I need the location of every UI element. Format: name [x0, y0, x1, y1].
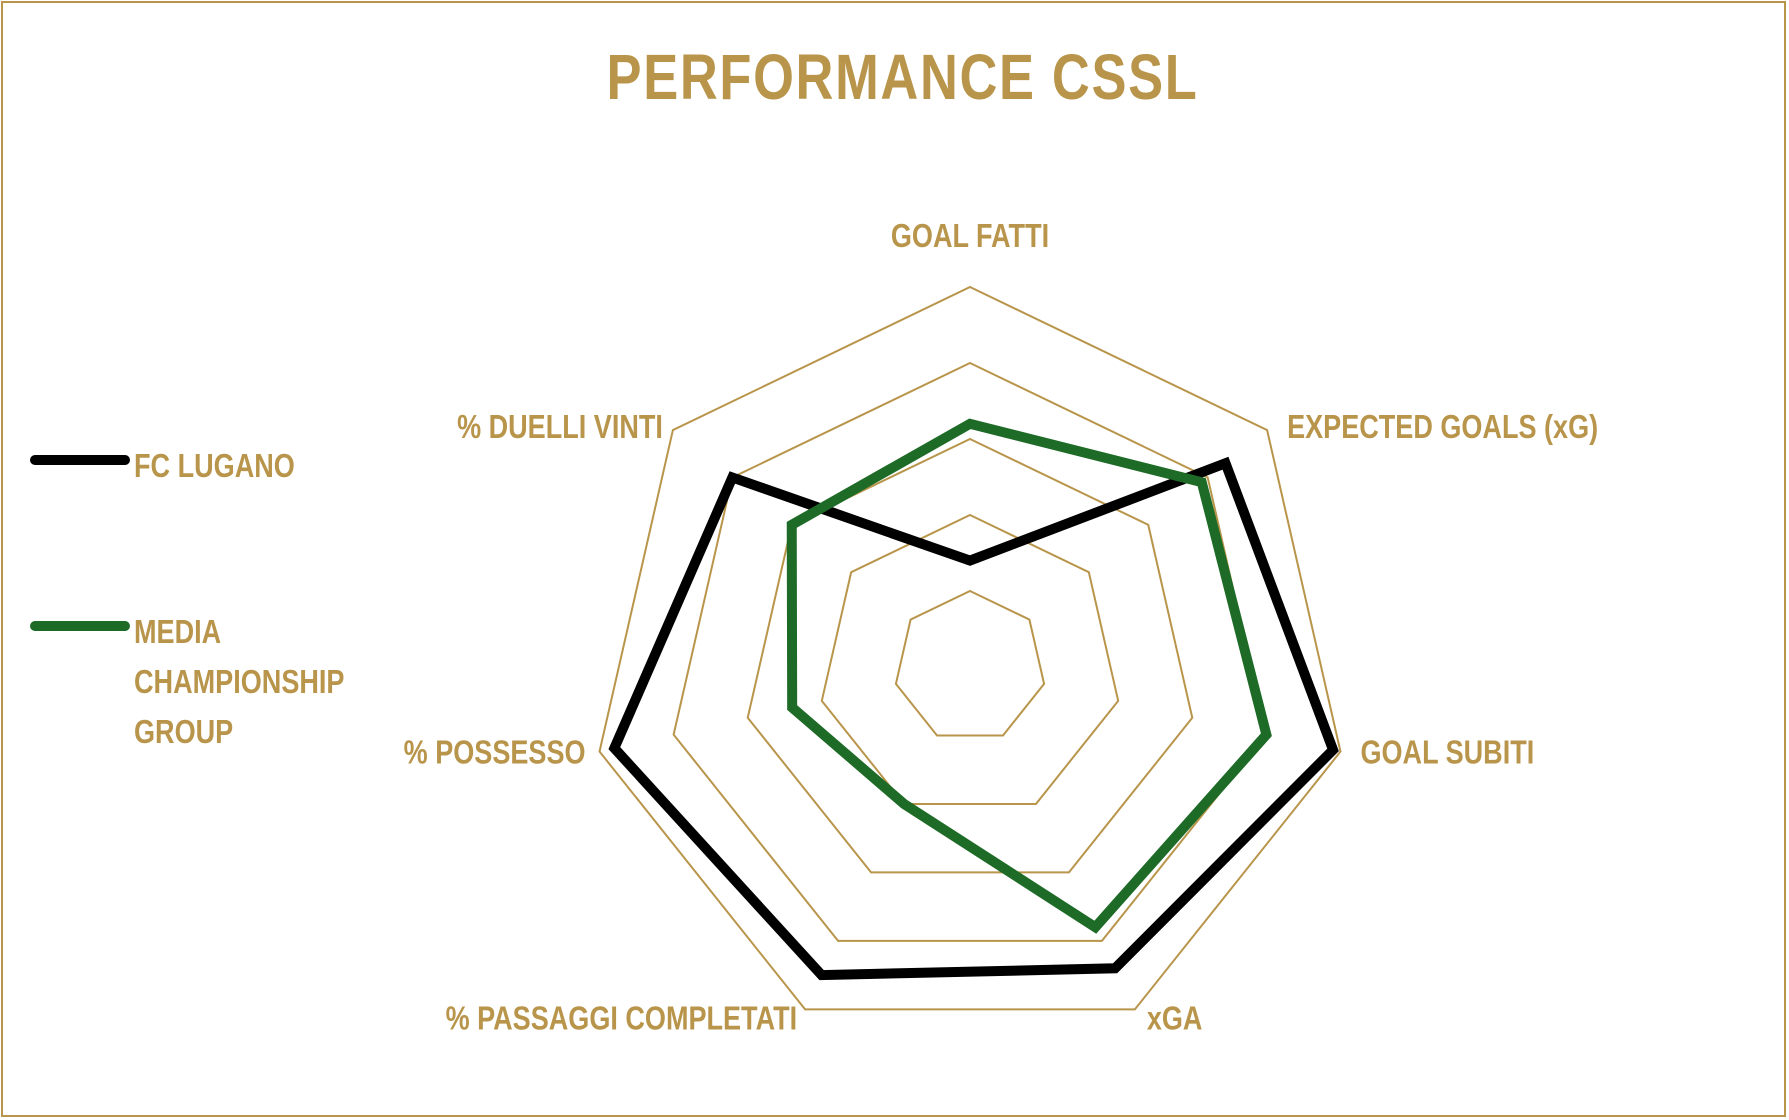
axis-label-2: GOAL SUBITI	[1360, 735, 1534, 771]
axis-label-0: GOAL FATTI	[891, 219, 1049, 255]
axis-labels: GOAL FATTI EXPECTED GOALS (xG) GOAL SUBITI…	[404, 219, 1598, 1037]
series-line-fc-lugano	[608, 456, 1339, 981]
series-line-media-championship-group	[786, 418, 1272, 934]
legend-swatch-fc-lugano	[30, 455, 130, 465]
axis-label-5: % POSSESSO	[404, 735, 586, 771]
grid-ring-4	[672, 361, 1268, 942]
radar-series	[608, 418, 1339, 981]
legend-label-fc-lugano: FC LUGANO	[134, 447, 295, 484]
grid-ring-1	[894, 589, 1046, 737]
legend-swatch-media	[30, 621, 130, 631]
axis-label-3: xGA	[1147, 1001, 1203, 1037]
axis-label-1: EXPECTED GOALS (xG)	[1287, 410, 1598, 446]
chart-title: PERFORMANCE CSSL	[606, 41, 1199, 113]
grid-ring-3	[746, 437, 1194, 874]
grid-ring-5	[598, 285, 1342, 1011]
legend-label-media: MEDIA CHAMPIONSHIP GROUP	[134, 613, 344, 750]
axis-label-6: % DUELLI VINTI	[457, 410, 663, 446]
grid-ring-2	[820, 513, 1120, 805]
radar-grid	[598, 285, 1342, 1011]
axis-label-4: % PASSAGGI COMPLETATI	[446, 1001, 798, 1037]
